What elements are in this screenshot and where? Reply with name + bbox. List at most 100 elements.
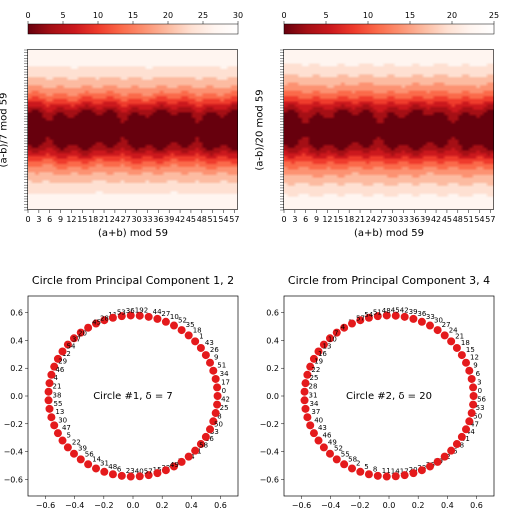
svg-text:0: 0 <box>25 11 30 20</box>
pc-point-label: 25 <box>309 374 318 382</box>
pc-point <box>348 464 356 472</box>
pc-point-label: 3 <box>477 378 481 386</box>
pc-point <box>453 344 461 352</box>
pc-point-label: 54 <box>67 342 76 350</box>
pc-point <box>84 324 92 332</box>
svg-text:0.6: 0.6 <box>10 309 23 318</box>
svg-text:0: 0 <box>281 215 286 224</box>
svg-text:0.4: 0.4 <box>441 501 454 510</box>
svg-text:33: 33 <box>142 215 152 224</box>
pc-point <box>434 458 442 466</box>
svg-text:5: 5 <box>60 11 65 20</box>
pc-point <box>447 447 455 455</box>
svg-text:−0.4: −0.4 <box>4 448 23 457</box>
pc-point <box>303 413 311 421</box>
svg-text:30: 30 <box>233 11 243 20</box>
pc-point <box>100 468 108 476</box>
pc-point-label: 21 <box>53 383 62 391</box>
pc-point-label: 19 <box>135 306 144 314</box>
pc-point-label: 55 <box>53 400 62 408</box>
pc-point <box>47 413 55 421</box>
pc-point <box>153 315 161 323</box>
svg-text:0.0: 0.0 <box>383 501 396 510</box>
pc-point-label: 4 <box>341 324 346 332</box>
pc-point <box>468 375 476 383</box>
pc-point <box>409 469 417 477</box>
pc-point <box>178 326 186 334</box>
pc-point <box>301 396 309 404</box>
pc-point-label: 54 <box>364 311 373 319</box>
pc-point-label: 12 <box>470 354 479 362</box>
heatmap-left-ylabel: (a-b)/7 mod 59 <box>0 93 10 168</box>
pc-point-label: 40 <box>314 416 323 424</box>
svg-text:−0.6: −0.6 <box>260 475 279 484</box>
svg-text:36: 36 <box>409 215 419 224</box>
pc-point-label: 34 <box>220 370 229 378</box>
svg-text:0.4: 0.4 <box>266 336 279 345</box>
svg-text:57: 57 <box>485 215 495 224</box>
svg-text:45: 45 <box>442 215 452 224</box>
pc-point-label: 56 <box>85 450 94 458</box>
svg-text:15: 15 <box>405 11 415 20</box>
svg-text:0.6: 0.6 <box>214 501 227 510</box>
pc-point <box>469 383 477 391</box>
svg-text:0.4: 0.4 <box>10 336 23 345</box>
svg-text:0.6: 0.6 <box>470 501 483 510</box>
svg-text:33: 33 <box>398 215 408 224</box>
pc-point-label: 46 <box>55 366 64 374</box>
svg-text:0.2: 0.2 <box>266 364 279 373</box>
svg-text:0.2: 0.2 <box>156 501 169 510</box>
pc-point <box>465 367 473 375</box>
pc-point <box>170 322 178 330</box>
pc-point-label: 9 <box>473 362 477 370</box>
svg-text:51: 51 <box>208 215 218 224</box>
pc-point-label: 6 <box>476 370 481 378</box>
scatter-left-annotation: Circle #1, δ = 7 <box>93 391 173 402</box>
pc-point <box>458 433 466 441</box>
pc-point-label: 36 <box>126 307 135 315</box>
pc-point <box>333 455 341 463</box>
svg-text:15: 15 <box>77 215 87 224</box>
pc-point-label: 29 <box>58 358 67 366</box>
svg-text:24: 24 <box>366 215 376 224</box>
svg-text:9: 9 <box>58 215 63 224</box>
pc-point <box>50 421 58 429</box>
pc-point-label: 48 <box>382 307 391 315</box>
svg-text:3: 3 <box>36 215 41 224</box>
pc-point <box>462 359 470 367</box>
pc-point <box>59 347 67 355</box>
pc-point <box>326 450 334 458</box>
pc-point <box>348 320 356 328</box>
pc-point-label: 22 <box>311 366 320 374</box>
svg-text:36: 36 <box>153 215 163 224</box>
svg-text:24: 24 <box>110 215 120 224</box>
pc-point-label: 0 <box>478 387 482 395</box>
pc-point <box>206 359 214 367</box>
pc-point <box>465 417 473 425</box>
pc-point <box>45 405 53 413</box>
svg-text:54: 54 <box>218 215 228 224</box>
svg-text:0.2: 0.2 <box>10 364 23 373</box>
svg-text:0: 0 <box>281 11 286 20</box>
pc-point <box>77 455 85 463</box>
pc-point-label: 30 <box>58 416 67 424</box>
pc-point <box>426 462 434 470</box>
svg-text:21: 21 <box>355 215 365 224</box>
pc-point <box>197 344 205 352</box>
pc-point <box>92 464 100 472</box>
svg-text:−0.2: −0.2 <box>4 420 23 429</box>
pc-point <box>84 460 92 468</box>
pc-point <box>392 472 400 480</box>
pc-point <box>462 425 470 433</box>
pc-point <box>127 473 135 481</box>
svg-text:30: 30 <box>388 215 398 224</box>
svg-text:6: 6 <box>47 215 52 224</box>
pc-point-label: 36 <box>417 310 426 318</box>
pc-point <box>185 453 193 461</box>
heatmap-right-xlabel: (a+b) mod 59 <box>354 228 424 239</box>
svg-text:39: 39 <box>420 215 430 224</box>
pc-point-label: 43 <box>205 339 214 347</box>
svg-text:6: 6 <box>303 215 308 224</box>
svg-text:−0.2: −0.2 <box>94 501 113 510</box>
svg-text:12: 12 <box>322 215 332 224</box>
